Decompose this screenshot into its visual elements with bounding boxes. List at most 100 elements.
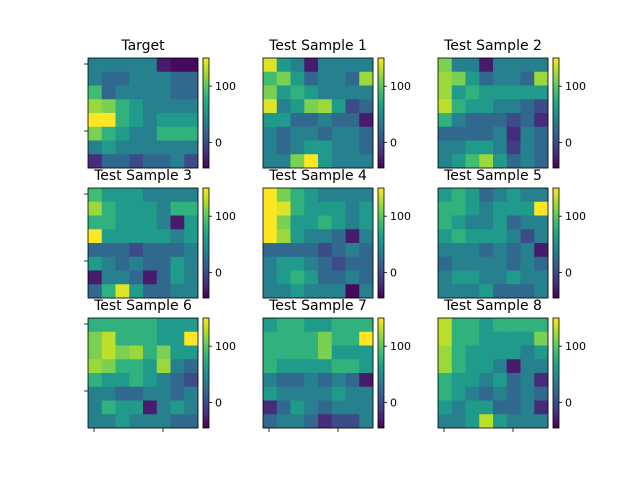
heatmap-cell [534, 126, 549, 141]
heatmap-cell [506, 345, 521, 360]
heatmap-cell [520, 126, 535, 141]
heatmap-cell [331, 201, 346, 216]
heatmap-cell [534, 85, 549, 100]
heatmap-cell [290, 201, 305, 216]
colorbar-frame [377, 317, 385, 429]
heatmap-cell [359, 85, 374, 100]
heatmap-cell [451, 284, 466, 299]
heatmap-cell [143, 71, 158, 86]
heatmap-cell [304, 386, 319, 401]
heatmap-cell [115, 345, 130, 360]
heatmap-cell [479, 400, 494, 415]
heatmap-cell [451, 331, 466, 346]
heatmap-cell [143, 400, 158, 415]
heatmap-cell [101, 99, 116, 114]
heatmap-cell [304, 113, 319, 128]
heatmap-cell [170, 373, 185, 388]
heatmap-cell [479, 154, 494, 169]
heatmap-cell [156, 359, 171, 374]
heatmap-cell [156, 243, 171, 258]
colorbar-tick-label: 0 [565, 137, 572, 150]
heatmap-cell [451, 99, 466, 114]
heatmap-cell [359, 256, 374, 271]
axes-frame [262, 187, 374, 299]
heatmap-cell [345, 99, 360, 114]
heatmap-panel: Test Sample 3 0 100 [84, 168, 236, 299]
heatmap-cell [359, 71, 374, 86]
heatmap-cell [304, 256, 319, 271]
heatmap-cell [304, 243, 319, 258]
heatmap-cell [88, 85, 103, 100]
colorbar-frame [202, 317, 210, 429]
heatmap-cell [88, 400, 103, 415]
colorbar [378, 318, 384, 428]
heatmap-cell [143, 345, 158, 360]
heatmap-cell [263, 256, 278, 271]
heatmap-cell [170, 113, 185, 128]
heatmap-cell [359, 140, 374, 155]
heatmap-cell [506, 270, 521, 285]
heatmap-cell [438, 113, 453, 128]
heatmap-cell [479, 113, 494, 128]
heatmap-cell [101, 318, 116, 333]
heatmap-cell [101, 58, 116, 73]
heatmap-cell [345, 215, 360, 230]
chart-title: Test Sample 4 [268, 168, 367, 184]
heatmap-cell [263, 140, 278, 155]
heatmap-cell [465, 331, 480, 346]
heatmap-cell [101, 373, 116, 388]
heatmap-cell [276, 140, 291, 155]
heatmap-cell [345, 345, 360, 360]
heatmap-cell [101, 215, 116, 230]
heatmap-cell [143, 154, 158, 169]
heatmap-cell [465, 58, 480, 73]
heatmap-cell [184, 188, 199, 203]
heatmap-cell [156, 71, 171, 86]
heatmap-cell [331, 58, 346, 73]
heatmap-cell [318, 386, 333, 401]
heatmap-cell [318, 229, 333, 244]
heatmap-cell [170, 386, 185, 401]
heatmap-cell [115, 243, 130, 258]
heatmap-cell [506, 414, 521, 429]
heatmap-cell [534, 386, 549, 401]
heatmap-cell [506, 284, 521, 299]
heatmap-cell [345, 188, 360, 203]
heatmap-cell [143, 126, 158, 141]
heatmap-cell [359, 373, 374, 388]
heatmap-cell [276, 71, 291, 86]
heatmap-cell [88, 154, 103, 169]
heatmap-cell [276, 270, 291, 285]
heatmap-cell [359, 270, 374, 285]
heatmap-cell [101, 154, 116, 169]
heatmap-cell [331, 154, 346, 169]
heatmap-cell [331, 71, 346, 86]
heatmap-cell [318, 414, 333, 429]
heatmap-cell [493, 318, 508, 333]
heatmap-cell [479, 85, 494, 100]
heatmap-cell [290, 386, 305, 401]
heatmap-cell [318, 188, 333, 203]
heatmap-cell [290, 85, 305, 100]
heatmap-cell [438, 154, 453, 169]
heatmap-cell [520, 373, 535, 388]
heatmap-cell [359, 400, 374, 415]
heatmap-cell [465, 229, 480, 244]
heatmap-cell [156, 113, 171, 128]
heatmap-cell [263, 331, 278, 346]
heatmap-cell [184, 284, 199, 299]
heatmap-cell [345, 284, 360, 299]
heatmap-cell [318, 154, 333, 169]
heatmap-cell [520, 229, 535, 244]
heatmap-cell [451, 345, 466, 360]
heatmap-cell [318, 85, 333, 100]
heatmap-cell [263, 270, 278, 285]
heatmap-cell [304, 99, 319, 114]
colorbar-frame [377, 57, 385, 169]
heatmap-cell [520, 113, 535, 128]
heatmap-cell [129, 284, 144, 299]
colorbar-tick-label: 0 [390, 137, 397, 150]
heatmap-cell [318, 140, 333, 155]
heatmap-cell [143, 243, 158, 258]
